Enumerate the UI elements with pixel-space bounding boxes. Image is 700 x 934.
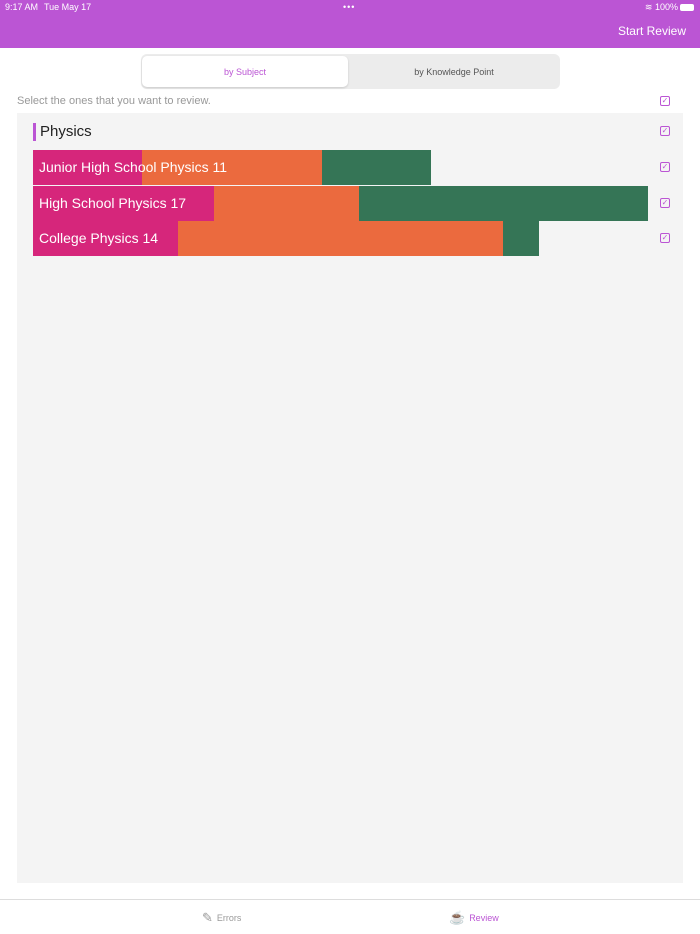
segmented-control: by Subject by Knowledge Point [141, 54, 560, 89]
wifi-icon: ≋ [644, 2, 653, 12]
status-right: ≋ 100% [645, 2, 694, 13]
tab-review-label: Review [469, 913, 499, 923]
bar-segment-2 [213, 185, 359, 221]
scroll-icon: ✎ [202, 910, 213, 925]
bar-segment-3 [322, 150, 431, 185]
select-all-checkbox[interactable]: ✓ [660, 96, 670, 106]
multitask-dots-icon[interactable]: ••• [343, 2, 356, 12]
bar-segment-3 [358, 185, 648, 221]
row-checkbox[interactable]: ✓ [660, 162, 670, 172]
row-label: High School Physics 17 [39, 194, 187, 211]
bar-segment-3 [503, 221, 540, 256]
subject-row[interactable]: College Physics 14 [33, 221, 648, 256]
bar-segment-1 [33, 221, 178, 256]
bar-segment-1 [33, 150, 142, 185]
coffee-cup-icon: ☕ [449, 910, 466, 925]
tab-bar: ✎ Errors ☕ Review [0, 899, 700, 934]
battery-level: 100% [654, 2, 678, 12]
nav-bar: 9:17 AM Tue May 17 ••• ≋ 100% Start Revi… [0, 0, 700, 48]
tab-errors[interactable]: ✎ Errors [202, 910, 241, 926]
row-checkbox[interactable]: ✓ [660, 233, 670, 243]
tab-review[interactable]: ☕ Review [449, 910, 499, 926]
battery-icon [680, 4, 694, 12]
instruction-text: Select the ones that you want to review. [17, 95, 211, 107]
tab-errors-label: Errors [216, 913, 242, 923]
tab-by-subject[interactable]: by Subject [142, 56, 348, 87]
bar-segment-1 [33, 185, 214, 221]
bar-segment-2 [177, 221, 504, 256]
start-review-button[interactable]: Start Review [617, 24, 686, 38]
row-label: Junior High School Physics 11 [39, 159, 228, 175]
subject-panel: Physics ✓ Junior High School Physics 11 ✓… [17, 113, 683, 883]
status-date: Tue May 17 [44, 2, 92, 12]
bar-segment-2 [141, 150, 323, 185]
subject-title: Physics [33, 123, 92, 141]
status-time: 9:17 AM [5, 2, 39, 12]
subject-row[interactable]: Junior High School Physics 11 [33, 150, 648, 185]
subject-checkbox[interactable]: ✓ [660, 126, 670, 136]
row-label: College Physics 14 [39, 230, 159, 246]
tab-by-knowledge-point[interactable]: by Knowledge Point [414, 66, 494, 77]
subject-row[interactable]: High School Physics 17 [33, 185, 648, 221]
row-checkbox[interactable]: ✓ [660, 197, 670, 208]
